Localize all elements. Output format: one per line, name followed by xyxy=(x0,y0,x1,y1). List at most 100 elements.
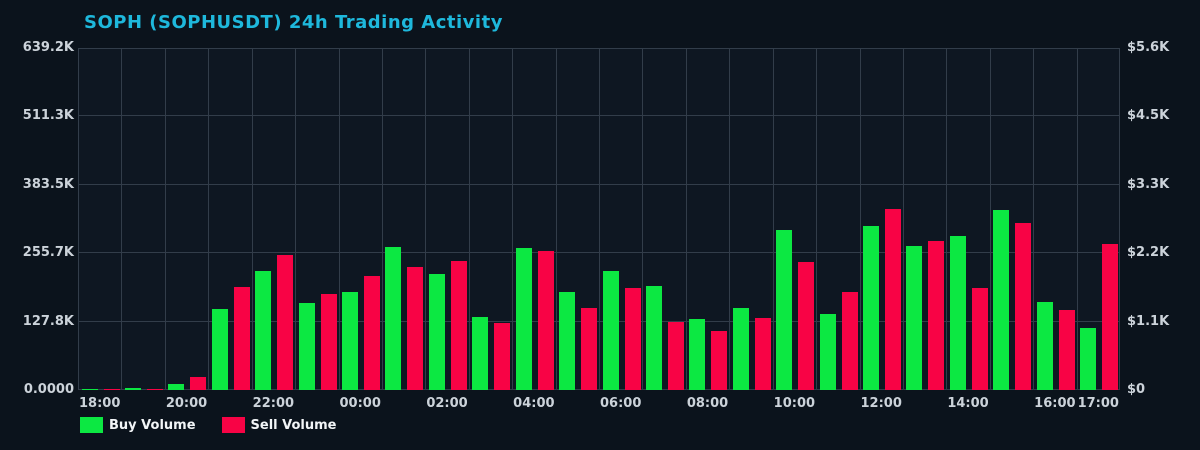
y-left-tick-label: 383.5K xyxy=(22,176,74,192)
vertical-gridline xyxy=(1033,48,1034,390)
buy-bar xyxy=(1080,327,1097,390)
sell-bar xyxy=(711,330,728,390)
sell-bar xyxy=(667,321,684,390)
buy-bar xyxy=(168,384,185,390)
buy-bar xyxy=(385,247,402,390)
buy-bar xyxy=(689,319,706,390)
buy-bar xyxy=(428,273,445,390)
sell-bar xyxy=(146,388,163,390)
buy-bar xyxy=(1036,301,1053,390)
buy-bar xyxy=(993,209,1010,390)
vertical-gridline xyxy=(729,48,730,390)
buy-bar xyxy=(124,388,141,390)
sell-bar xyxy=(624,287,641,390)
buy-volume-swatch xyxy=(80,417,103,433)
sell-bar xyxy=(364,275,380,390)
x-tick-label: 18:00 xyxy=(79,396,121,411)
x-tick-label: 02:00 xyxy=(426,396,468,411)
sell-bar xyxy=(190,376,207,390)
vertical-gridline xyxy=(469,48,470,390)
y-left-tick-label: 639.2K xyxy=(22,40,74,55)
sell-bar xyxy=(841,291,858,390)
buy-bar xyxy=(949,236,966,390)
vertical-gridline xyxy=(295,48,296,390)
buy-bar xyxy=(602,270,619,390)
x-tick-label: 14:00 xyxy=(947,396,989,411)
y-right-tick-label: $1.1K xyxy=(1127,313,1170,329)
y-right-tick-label: $5.6K xyxy=(1127,40,1170,55)
buy-bar xyxy=(819,313,836,390)
legend-label-sell: Sell Volume xyxy=(250,417,337,433)
sell-bar xyxy=(320,293,337,390)
buy-bar xyxy=(472,316,489,390)
x-tick-label: 00:00 xyxy=(339,396,381,411)
vertical-gridline xyxy=(382,48,383,390)
y-right-tick-label: $4.5K xyxy=(1127,108,1170,124)
vertical-gridline xyxy=(903,48,904,390)
sell-bar xyxy=(277,255,294,390)
sell-bar xyxy=(754,317,771,390)
sell-volume-swatch xyxy=(221,417,245,433)
x-tick-label: 22:00 xyxy=(252,396,295,411)
sell-bar xyxy=(103,388,120,390)
buy-bar xyxy=(298,302,315,390)
y-left-tick-label: 255.7K xyxy=(22,245,74,261)
legend: Buy Volume Sell Volume xyxy=(80,417,337,433)
vertical-gridline xyxy=(121,48,122,390)
x-tick-label: 16:00 xyxy=(1034,396,1076,411)
x-tick-label: 12:00 xyxy=(860,396,902,411)
plot-area xyxy=(78,48,1120,390)
buy-bar xyxy=(255,270,272,390)
x-tick-label: 17:00 xyxy=(1077,396,1119,411)
vertical-gridline xyxy=(990,48,991,390)
x-tick-label: 06:00 xyxy=(600,396,642,411)
sell-bar xyxy=(407,266,424,390)
vertical-gridline xyxy=(556,48,557,390)
buy-bar xyxy=(906,245,923,390)
sell-bar xyxy=(537,251,554,390)
vertical-gridline xyxy=(425,48,426,390)
vertical-gridline xyxy=(642,48,643,390)
sell-bar xyxy=(1015,222,1032,390)
legend-item-buy: Buy Volume xyxy=(80,417,196,433)
sell-bar xyxy=(798,261,815,390)
y-right-tick-label: $3.3K xyxy=(1127,176,1170,192)
legend-item-sell: Sell Volume xyxy=(221,417,337,433)
sell-bar xyxy=(450,260,467,390)
x-tick-label: 20:00 xyxy=(165,396,208,411)
vertical-gridline xyxy=(686,48,687,390)
vertical-gridline xyxy=(773,48,774,390)
chart-title: SOPH (SOPHUSDT) 24h Trading Activity xyxy=(84,12,503,33)
y-left-tick-label: 0.0000 xyxy=(23,382,74,397)
vertical-gridline xyxy=(339,48,340,390)
vertical-gridline xyxy=(816,48,817,390)
y-right-tick-label: $0 xyxy=(1127,382,1146,397)
y-left-tick-label: 511.3K xyxy=(22,108,74,124)
vertical-gridline xyxy=(1119,48,1120,390)
buy-bar xyxy=(776,229,793,390)
sell-bar xyxy=(885,208,901,390)
vertical-gridline xyxy=(512,48,513,390)
vertical-gridline xyxy=(946,48,947,390)
vertical-gridline xyxy=(208,48,209,390)
x-tick-label: 10:00 xyxy=(773,396,816,411)
buy-bar xyxy=(645,285,662,390)
buy-bar xyxy=(81,388,98,390)
x-tick-label: 04:00 xyxy=(513,396,555,411)
vertical-gridline xyxy=(252,48,253,390)
vertical-gridline xyxy=(1077,48,1078,390)
vertical-gridline xyxy=(599,48,600,390)
sell-bar xyxy=(581,308,598,390)
buy-bar xyxy=(211,309,228,390)
buy-bar xyxy=(559,292,576,390)
sell-bar xyxy=(971,287,988,390)
legend-label-buy: Buy Volume xyxy=(109,417,196,433)
buy-bar xyxy=(515,247,532,390)
y-right-tick-label: $2.2K xyxy=(1127,245,1170,261)
sell-bar xyxy=(1058,310,1075,390)
vertical-gridline xyxy=(78,48,79,390)
y-left-tick-label: 127.8K xyxy=(22,313,74,329)
vertical-gridline xyxy=(165,48,166,390)
vertical-gridline xyxy=(860,48,861,390)
